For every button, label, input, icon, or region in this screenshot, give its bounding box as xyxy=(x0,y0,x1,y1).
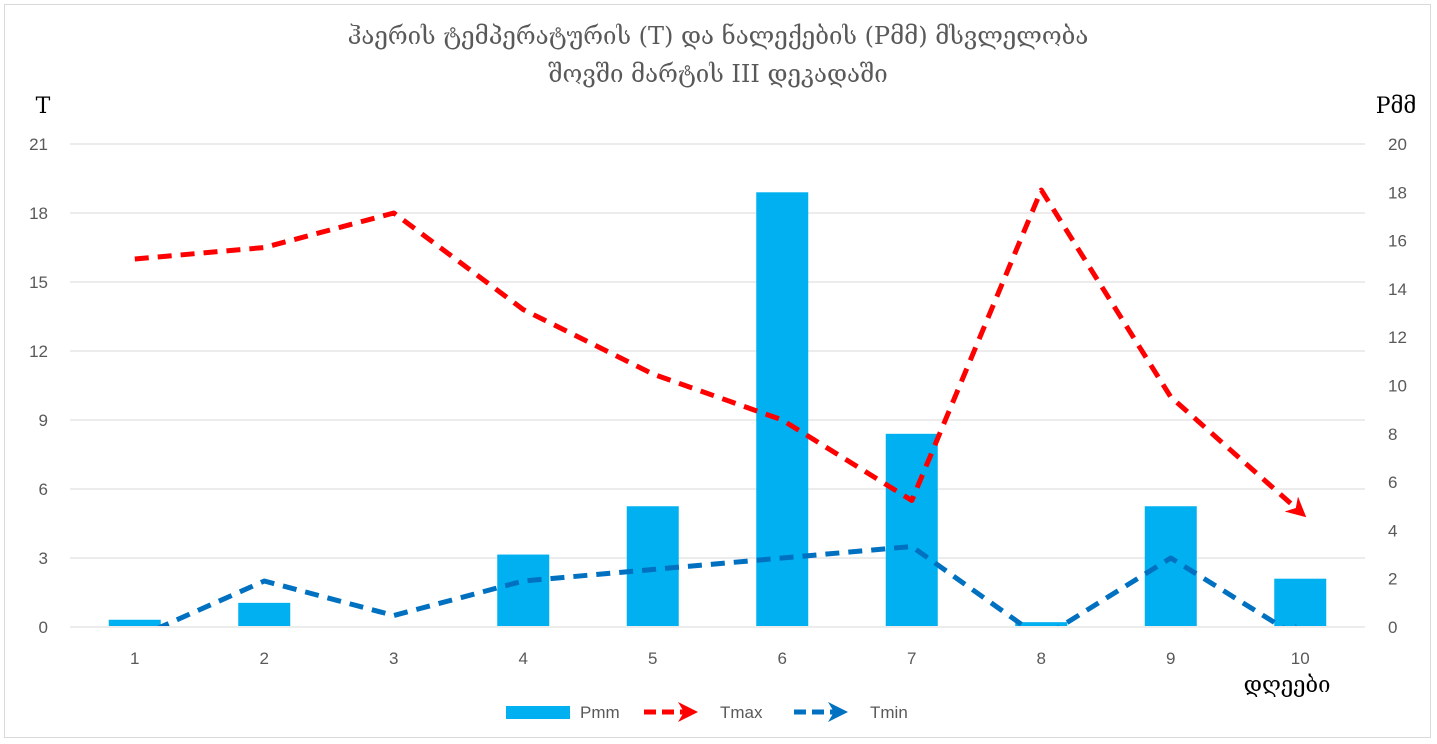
x-tick-label-3: 4 xyxy=(519,649,528,668)
bar-pmm-5 xyxy=(756,192,809,626)
right-tick-label-9: 18 xyxy=(1388,183,1407,202)
x-tick-label-2: 3 xyxy=(389,649,398,668)
right-axis-title: Pმმ xyxy=(1376,94,1417,119)
x-tick-label-1: 2 xyxy=(260,649,269,668)
bar-pmm-9 xyxy=(1274,578,1327,626)
right-tick-label-6: 12 xyxy=(1388,328,1407,347)
bar-pmm-6 xyxy=(885,433,938,626)
chart-title-line-1: ჰაერის ტემპერატურის (T) და ნალექების (Pმ… xyxy=(348,22,1089,50)
right-tick-label-1: 2 xyxy=(1388,570,1397,589)
left-tick-label-0: 0 xyxy=(39,618,48,637)
x-tick-label-6: 7 xyxy=(907,649,916,668)
legend-label-tmax: Tmax xyxy=(720,703,763,722)
left-tick-label-6: 18 xyxy=(29,204,48,223)
left-tick-label-2: 6 xyxy=(39,480,48,499)
x-tick-label-8: 9 xyxy=(1166,649,1175,668)
right-tick-label-7: 14 xyxy=(1388,280,1407,299)
left-tick-label-3: 9 xyxy=(39,411,48,430)
x-tick-label-4: 5 xyxy=(648,649,657,668)
x-tick-label-9: 10 xyxy=(1291,649,1310,668)
chart-title-line-2: შოვში მარტის III დეკადაში xyxy=(548,60,887,88)
right-tick-label-4: 8 xyxy=(1388,425,1397,444)
pmm-bars xyxy=(108,192,1327,626)
left-tick-label-1: 3 xyxy=(39,549,48,568)
right-tick-label-0: 0 xyxy=(1388,618,1397,637)
left-tick-label-4: 12 xyxy=(29,342,48,361)
line-tmin xyxy=(156,544,1308,626)
right-tick-label-3: 6 xyxy=(1388,473,1397,492)
x-tick-label-5: 6 xyxy=(778,649,787,668)
bar-pmm-7 xyxy=(1015,622,1068,626)
right-tick-label-8: 16 xyxy=(1388,232,1407,251)
x-tick-label-0: 1 xyxy=(130,649,139,668)
line-tmax xyxy=(134,187,1307,518)
right-tick-label-10: 20 xyxy=(1388,135,1407,154)
left-axis-title: T xyxy=(36,94,51,119)
bar-pmm-3 xyxy=(497,554,550,626)
bar-pmm-1 xyxy=(238,602,291,626)
legend-swatch-pmm xyxy=(506,706,570,719)
legend-label-pmm: Pmm xyxy=(580,703,620,722)
left-tick-label-7: 21 xyxy=(29,135,48,154)
x-axis-title: დღეები xyxy=(1244,673,1331,698)
legend: Pmm Tmax Tmin xyxy=(506,702,908,722)
legend-label-tmin: Tmin xyxy=(870,703,908,722)
x-tick-label-7: 8 xyxy=(1037,649,1046,668)
right-axis-ticks: 0 2 4 6 8 10 12 14 16 18 20 xyxy=(1388,135,1407,637)
left-tick-label-5: 15 xyxy=(29,273,48,292)
temperature-lines xyxy=(134,187,1308,626)
right-tick-label-2: 4 xyxy=(1388,521,1397,540)
right-tick-label-5: 10 xyxy=(1388,377,1407,396)
bar-pmm-0 xyxy=(108,619,161,626)
left-axis-ticks: 0 3 6 9 12 15 18 21 xyxy=(29,135,48,637)
x-axis-ticks: 1 2 3 4 5 6 7 8 9 10 xyxy=(130,649,1310,668)
